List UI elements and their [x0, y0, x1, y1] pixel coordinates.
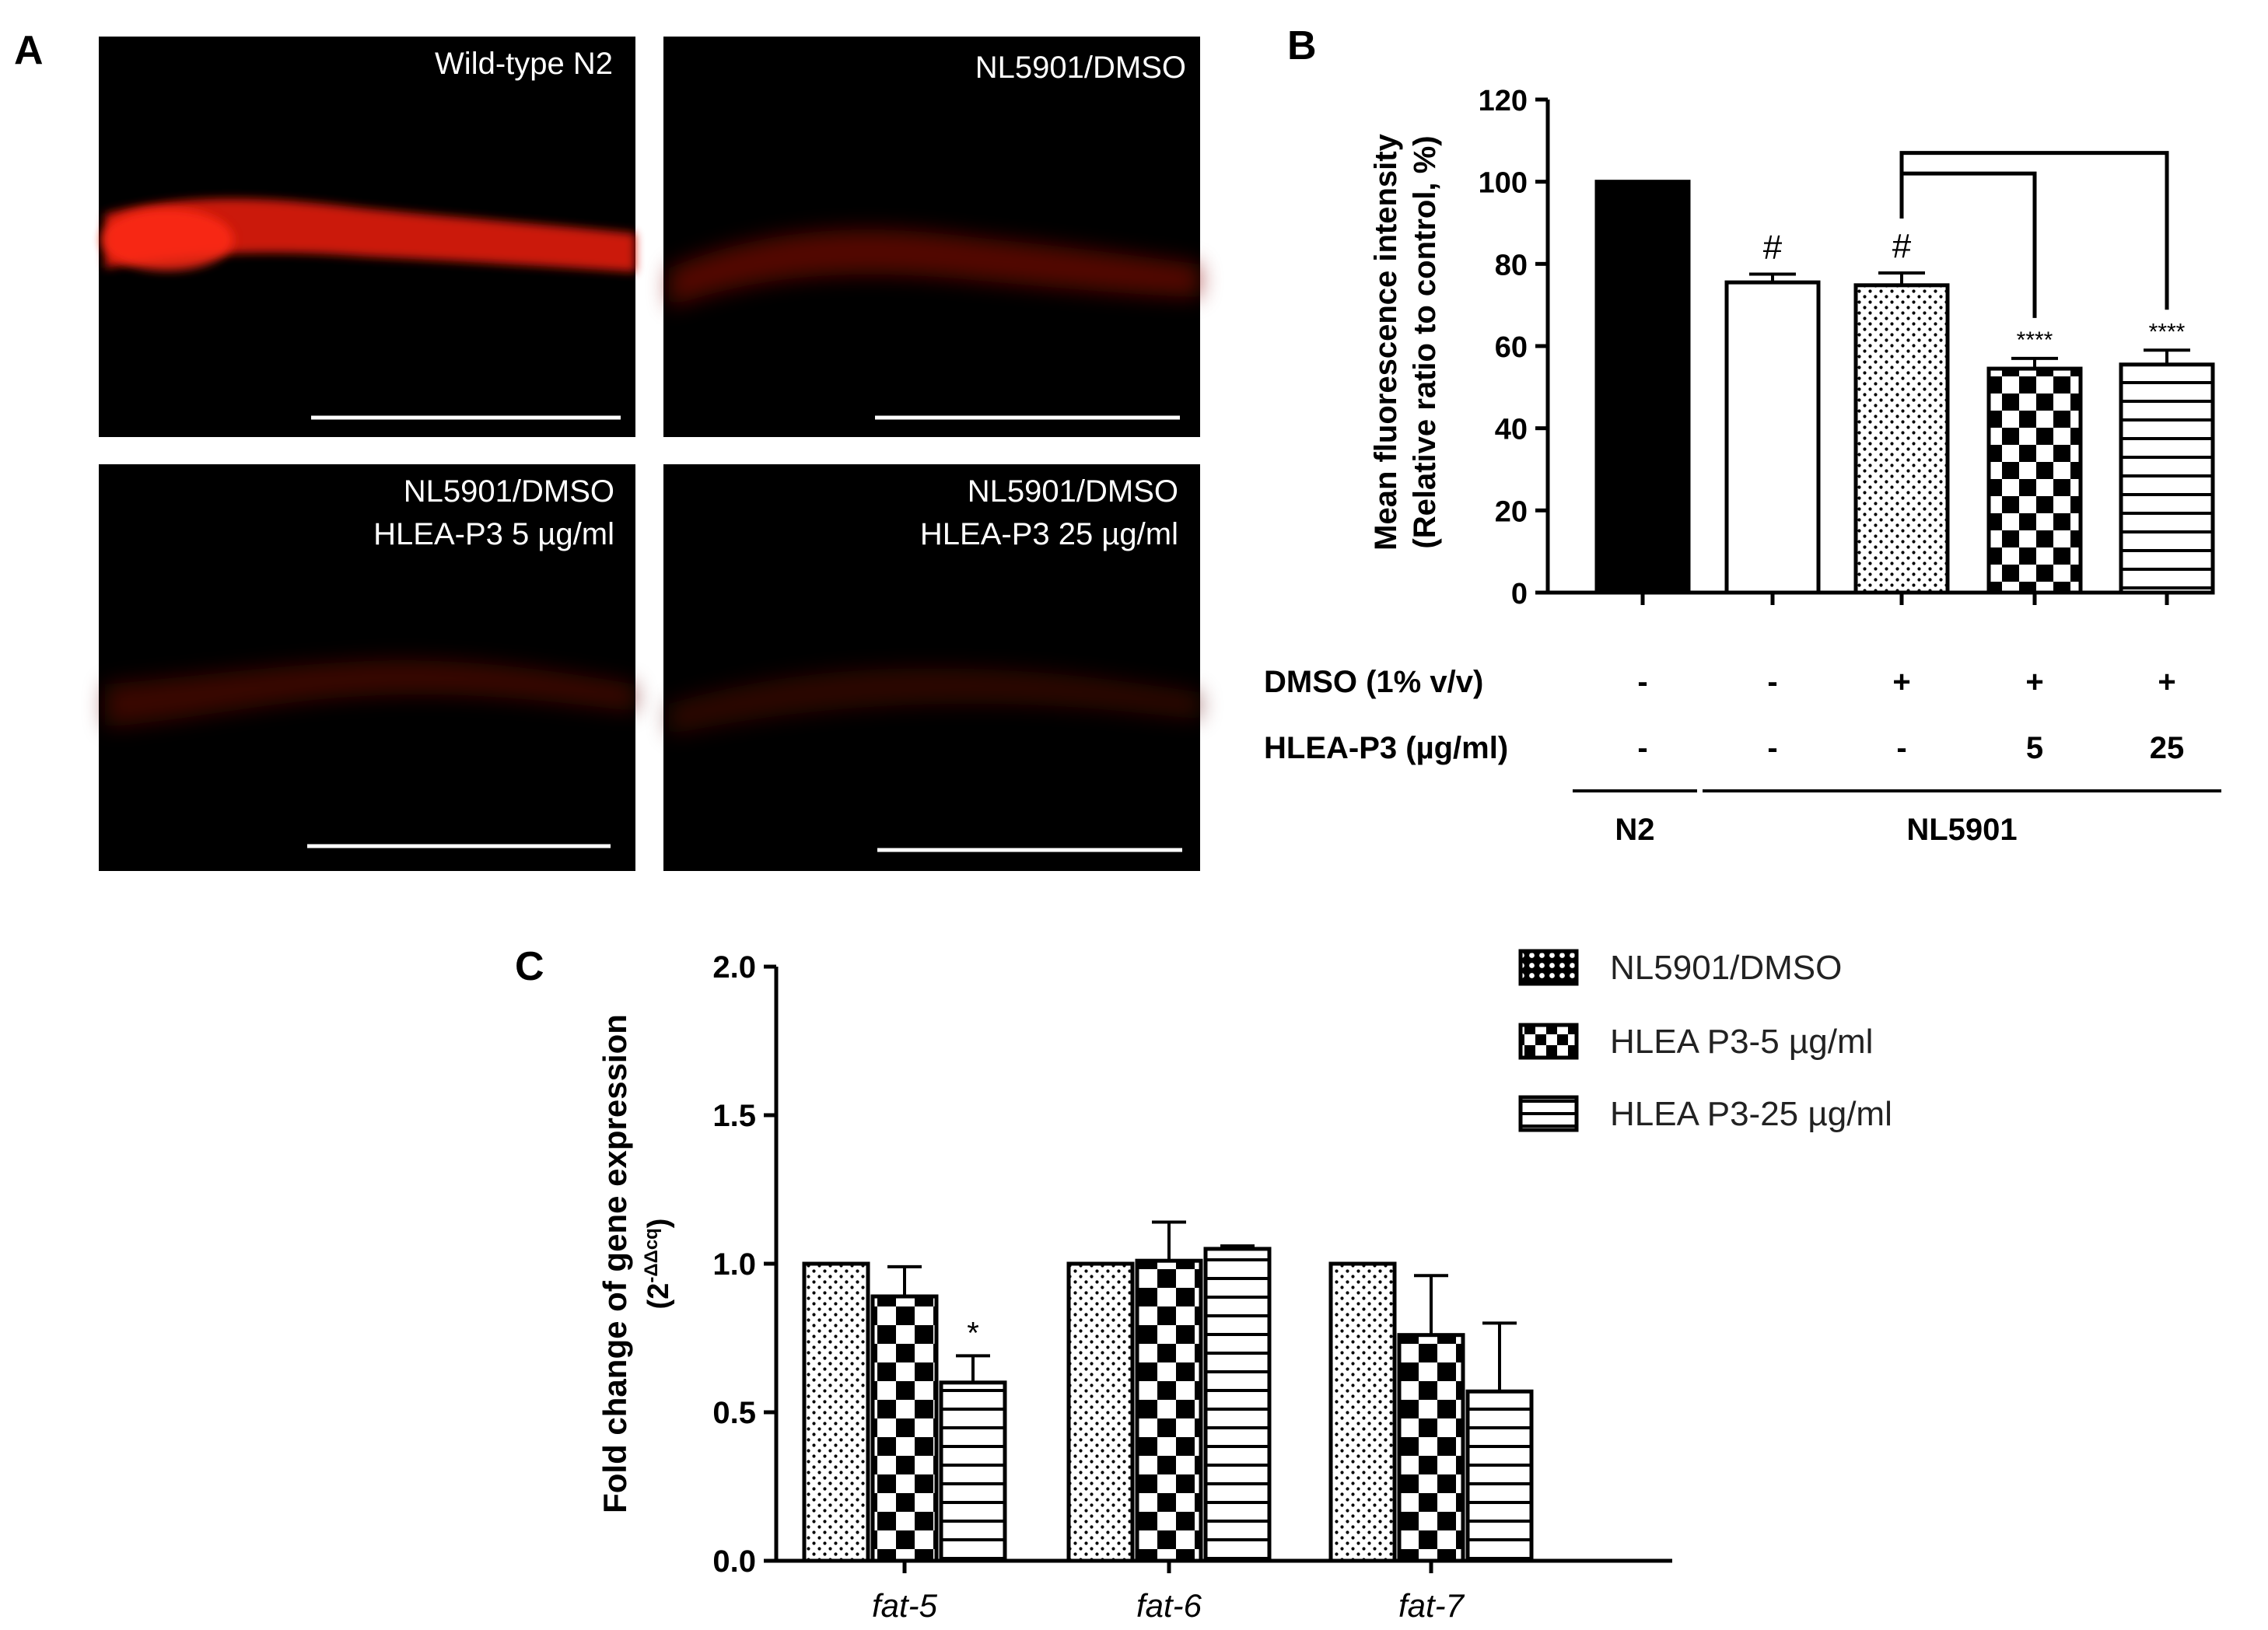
chart-c-bar	[1203, 1247, 1272, 1563]
chart-c-category-label: fat-6	[1136, 1587, 1202, 1624]
chart-c-ylabel2: (2-ΔΔcq)	[641, 1219, 675, 1310]
legend-label: NL5901/DMSO	[1610, 949, 1842, 987]
chart-b-y-tick-label: 100	[1479, 167, 1528, 200]
chart-c-legend: NL5901/DMSO HLEA P3-5 µg/ml HLEA P3-25 µg/…	[1518, 949, 1892, 1133]
treatment-cell: 25	[2150, 731, 2185, 765]
treatment-cell: +	[2025, 665, 2043, 699]
legend-label: HLEA P3-25 µg/ml	[1610, 1095, 1892, 1133]
treatment-group-label: N2	[1615, 813, 1654, 847]
legend-label: HLEA P3-5 µg/ml	[1610, 1023, 1873, 1061]
chart-b-bar	[2119, 362, 2215, 595]
chart-c-category-label: fat-7	[1398, 1587, 1465, 1624]
chart-b-bar	[1724, 280, 1821, 595]
treatment-row-label: DMSO (1% v/v)	[1264, 665, 1483, 699]
treatment-cell: 5	[2026, 731, 2043, 765]
worm-fluorescence-weak	[669, 229, 1200, 307]
chart-b-ylabel: Mean fluorescence intensity	[1369, 133, 1403, 550]
treatment-cell: -	[1637, 665, 1647, 699]
panel-letter-b: B	[1287, 23, 1317, 68]
micrograph-nl5901-dmso: NL5901/DMSO	[663, 37, 1200, 437]
chart-b-y-tick-label: 80	[1495, 249, 1528, 282]
chart-b-significance-label: #	[1763, 229, 1783, 267]
chart-c-bar	[939, 1380, 1007, 1563]
treatment-cell: -	[1767, 665, 1777, 699]
chart-c-bar	[1066, 1261, 1135, 1563]
chart-c-ylabel: Fold change of gene expression	[597, 1014, 633, 1513]
panel-letter-a: A	[14, 28, 44, 73]
chart-c-y-axis-title: Fold change of gene expression (2-ΔΔcq)	[597, 1014, 675, 1513]
chart-c-y-tick-label: 0.5	[712, 1396, 756, 1430]
chart-c-bar	[870, 1294, 939, 1563]
chart-c-y-tick-label: 1.0	[712, 1247, 756, 1282]
chart-b-bar	[1853, 283, 1950, 595]
chart-b-ylabel2: (Relative ratio to control, %)	[1408, 135, 1442, 548]
chart-b-y-tick-label: 20	[1495, 495, 1528, 528]
legend-swatch	[1518, 1023, 1579, 1060]
chart-b-significance-label: ****	[2017, 327, 2053, 353]
chart-c-category-label: fat-5	[872, 1587, 938, 1624]
treatment-table: DMSO (1% v/v) - - + + + HLEA-P3 (µg/ml) - - - 5 25 N…	[1264, 665, 2221, 847]
chart-c: Fold change of gene expression (2-ΔΔcq) …	[597, 949, 1892, 1624]
chart-c-bar	[802, 1261, 870, 1563]
micrograph-label-line2: HLEA-P3 5 µg/ml	[373, 517, 614, 551]
micrograph-label-line2: HLEA-P3 25 µg/ml	[920, 517, 1178, 551]
chart-c-y-tick-label: 2.0	[712, 950, 756, 985]
legend-swatch	[1518, 1095, 1579, 1132]
panel-letter-c: C	[515, 944, 544, 989]
chart-b-y-axis-title: Mean fluorescence intensity (Relative ra…	[1369, 133, 1442, 550]
chart-c-bar	[1135, 1258, 1203, 1563]
treatment-cell: -	[1767, 731, 1777, 765]
treatment-cell: +	[2158, 665, 2175, 699]
chart-c-significance-label: *	[967, 1316, 979, 1350]
chart-b-significance-bracket	[1899, 151, 2169, 310]
chart-c-bar	[1397, 1333, 1465, 1563]
chart-b-significance-bracket	[1902, 171, 2037, 318]
chart-b-bars: # # **** ****	[1594, 151, 2215, 595]
micrograph-hlea-5: NL5901/DMSO HLEA-P3 5 µg/ml	[99, 464, 635, 871]
micrograph-label-line1: NL5901/DMSO	[404, 474, 614, 509]
chart-b-significance-label: #	[1892, 227, 1912, 265]
chart-b-y-tick-label: 60	[1495, 331, 1528, 364]
worm-fluorescence-strong	[105, 198, 635, 272]
chart-c-bars: *	[802, 1220, 1534, 1563]
micrograph-hlea-25: NL5901/DMSO HLEA-P3 25 µg/ml	[663, 464, 1200, 871]
treatment-cell: -	[1896, 731, 1906, 765]
treatment-cell: -	[1637, 731, 1647, 765]
chart-b-y-tick-label: 0	[1511, 578, 1528, 610]
worm-fluorescence-faint	[669, 668, 1200, 735]
chart-b: Mean fluorescence intensity (Relative ra…	[1264, 85, 2221, 847]
treatment-group-label: NL5901	[1906, 813, 2017, 847]
chart-b-bar	[1594, 180, 1691, 595]
chart-c-bar	[1328, 1261, 1397, 1563]
chart-b-axes: 0 20 40 60 80 100 120	[1479, 85, 2213, 610]
legend-swatch	[1518, 949, 1579, 986]
chart-b-significance-label: ****	[2149, 319, 2186, 345]
treatment-row-label: HLEA-P3 (µg/ml)	[1264, 731, 1508, 765]
worm-head-fluorescence	[101, 208, 233, 271]
treatment-cell: +	[1892, 665, 1910, 699]
chart-c-y-tick-label: 0.0	[712, 1544, 756, 1579]
micrograph-wild-type: Wild-type N2	[99, 37, 635, 437]
micrograph-label: NL5901/DMSO	[975, 51, 1186, 85]
chart-c-y-tick-label: 1.5	[712, 1099, 756, 1133]
chart-b-bar	[1986, 366, 2083, 595]
worm-fluorescence-faint	[105, 660, 635, 727]
micrograph-label: Wild-type N2	[435, 47, 613, 81]
chart-b-y-tick-label: 40	[1495, 414, 1528, 446]
chart-b-y-tick-label: 120	[1479, 85, 1528, 117]
micrograph-label-line1: NL5901/DMSO	[968, 474, 1178, 509]
chart-c-bar	[1465, 1389, 1534, 1563]
